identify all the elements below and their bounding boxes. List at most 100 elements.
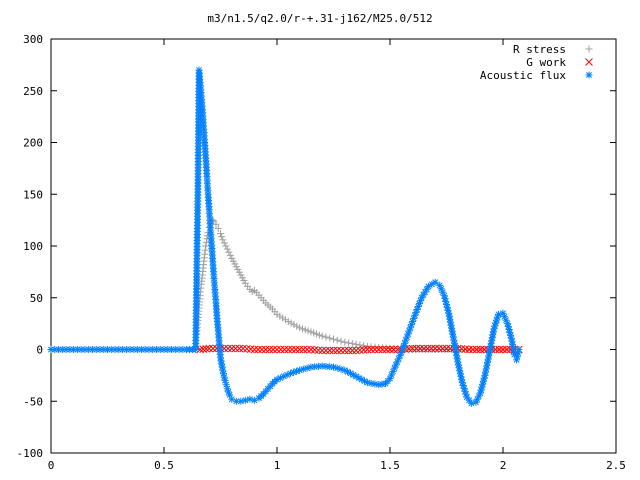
y-tick-label: 100 <box>23 240 43 253</box>
data-point <box>303 345 311 354</box>
data-point <box>431 278 439 286</box>
data-point <box>421 288 429 296</box>
y-tick-label: 150 <box>23 188 43 201</box>
data-point <box>458 379 466 387</box>
legend-marker <box>585 58 593 66</box>
data-point <box>322 346 330 355</box>
data-point <box>378 345 387 354</box>
data-point <box>237 397 245 405</box>
data-point <box>423 344 432 353</box>
data-point <box>409 318 417 326</box>
legend-marker <box>585 71 593 79</box>
y-tick-label: 250 <box>23 85 43 98</box>
data-point <box>333 336 341 344</box>
data-point <box>420 344 428 353</box>
data-point <box>463 393 471 401</box>
data-point <box>435 344 443 353</box>
data-point <box>438 344 447 353</box>
data-point <box>201 246 209 254</box>
data-point <box>360 342 368 350</box>
data-point <box>389 345 398 354</box>
data-point <box>222 242 230 250</box>
data-point <box>299 345 308 354</box>
marks-layer <box>47 66 523 407</box>
data-point <box>348 340 356 348</box>
data-point <box>333 346 342 355</box>
data-point <box>495 345 504 354</box>
data-point <box>322 333 330 341</box>
data-point <box>225 248 233 256</box>
y-tick-label: -50 <box>23 395 43 408</box>
data-point <box>398 346 406 353</box>
data-point <box>340 346 349 355</box>
data-point <box>214 224 222 232</box>
data-point <box>318 346 327 355</box>
legend-marker <box>585 45 593 53</box>
data-point <box>226 251 234 259</box>
y-tick-label: 300 <box>23 33 43 46</box>
data-point <box>250 345 259 354</box>
x-tick-label: 1 <box>274 459 281 472</box>
y-tick-label: 50 <box>30 292 43 305</box>
data-point <box>337 337 345 345</box>
data-point <box>459 382 467 390</box>
data-point <box>465 396 473 404</box>
data-point <box>515 346 523 353</box>
data-point <box>246 395 254 403</box>
data-point <box>318 332 326 340</box>
data-point <box>227 344 236 353</box>
y-tick-label: -100 <box>17 447 44 460</box>
data-point <box>203 235 211 243</box>
data-point <box>467 399 475 407</box>
data-point <box>416 344 424 353</box>
data-point <box>480 345 489 354</box>
data-point <box>371 345 379 354</box>
data-point <box>330 335 337 343</box>
data-point <box>241 396 249 404</box>
data-point <box>261 345 270 354</box>
x-tick-label: 2 <box>500 459 507 472</box>
data-point <box>443 303 451 311</box>
data-point <box>412 344 421 353</box>
series-acoustic-flux <box>47 66 523 407</box>
data-point <box>269 345 278 354</box>
data-point <box>205 344 214 353</box>
legend-label: Acoustic flux <box>480 69 566 82</box>
data-point <box>223 245 231 253</box>
data-point <box>494 310 502 318</box>
data-point <box>469 345 477 354</box>
data-point <box>201 250 209 258</box>
data-point <box>345 339 353 347</box>
data-point <box>482 368 490 376</box>
data-point <box>325 346 334 355</box>
data-point <box>288 345 296 354</box>
data-point <box>224 344 232 353</box>
legend-label: G work <box>526 56 566 69</box>
data-point <box>284 345 293 354</box>
y-tick-label: 0 <box>36 344 43 357</box>
data-point <box>374 345 383 354</box>
data-point <box>254 345 263 354</box>
data-point <box>417 297 425 305</box>
data-point <box>276 345 285 354</box>
data-point <box>382 345 391 354</box>
axes-layer: 0 0.5 1 1.5 2 2.5 300 250 200 150 100 50 0 -50 -100 <box>17 33 626 472</box>
data-point <box>202 344 211 353</box>
data-point <box>361 377 369 385</box>
data-point <box>280 345 289 354</box>
data-point <box>344 346 353 355</box>
data-point <box>231 344 240 353</box>
data-point <box>386 345 394 354</box>
x-tick-label: 0 <box>48 459 55 472</box>
data-point <box>212 220 220 228</box>
data-point <box>171 346 179 353</box>
data-point <box>341 338 349 346</box>
data-point <box>217 230 224 238</box>
data-point <box>273 345 281 354</box>
data-point <box>291 345 300 354</box>
x-tick-label: 2.5 <box>606 459 626 472</box>
data-point <box>502 345 511 354</box>
